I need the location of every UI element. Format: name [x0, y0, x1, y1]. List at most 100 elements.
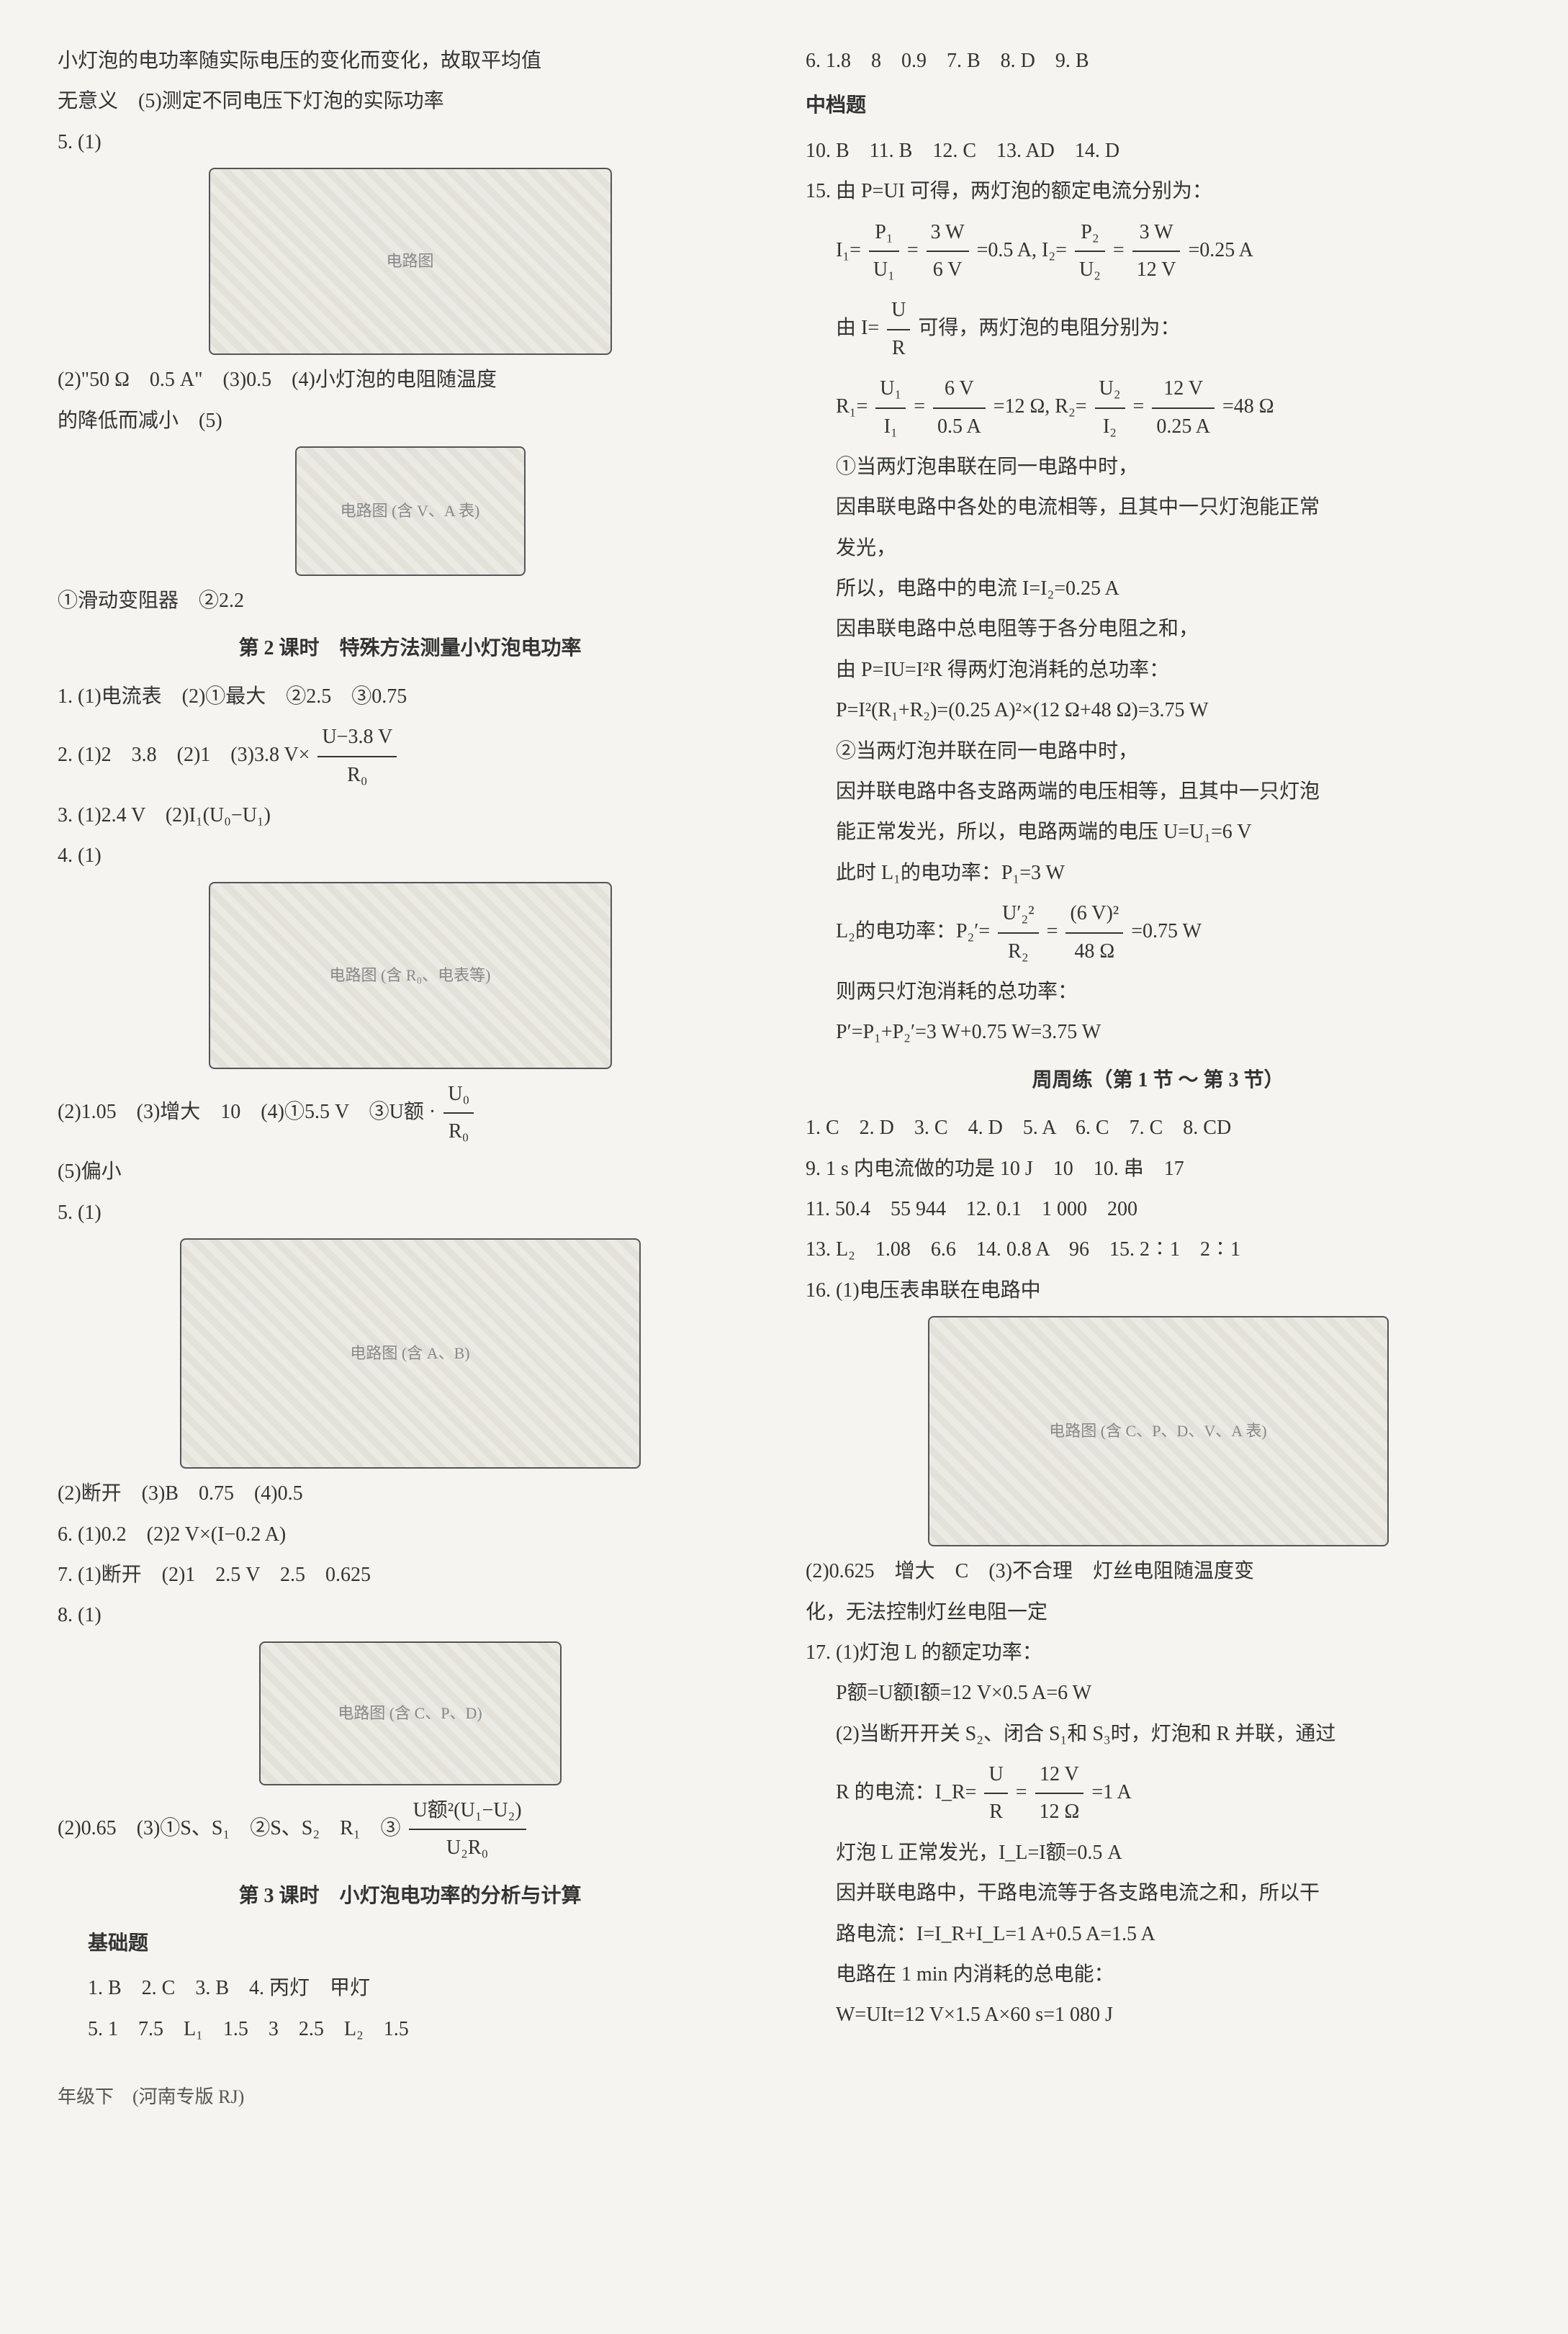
circuit-diagram: 电路图 (含 V、A 表): [295, 446, 526, 576]
text-run: =: [1047, 920, 1058, 942]
text-line: 13. L₂ 1.08 6.6 14. 0.8 A 96 15. 2∶1 2∶1: [806, 1232, 1510, 1268]
lesson-heading: 第 2 课时 特殊方法测量小灯泡电功率: [58, 631, 762, 667]
text-line: (5)偏小: [58, 1154, 762, 1190]
right-column: 6. 1.8 8 0.9 7. B 8. D 9. B 中档题 10. B 11…: [806, 43, 1510, 2052]
denominator: 12 Ω: [1035, 1794, 1084, 1830]
text-line: (2)0.65 (3)①S、S₁ ②S、S₂ R₁ ③ U额²(U₁−U₂) U…: [58, 1793, 762, 1867]
text-line: 1. (1)电流表 (2)①最大 ②2.5 ③0.75: [58, 679, 762, 715]
denominator: U₂: [1075, 252, 1105, 288]
text-line: 路电流：I=I_R+I_L=1 A+0.5 A=1.5 A: [806, 1916, 1510, 1952]
text-run: =48 Ω: [1222, 395, 1274, 418]
equation-line: R₁= U₁I₁ = 6 V0.5 A =12 Ω, R₂= U₂I₂ = 12…: [806, 371, 1510, 445]
fraction: U′₂²R₂: [998, 896, 1039, 970]
fraction: U₂I₂: [1095, 371, 1125, 445]
fraction: UR: [984, 1757, 1007, 1831]
fraction: 3 W12 V: [1132, 215, 1181, 289]
denominator: 12 V: [1132, 252, 1181, 288]
text-line: 15. 由 P=UI 可得，两灯泡的额定电流分别为：: [806, 174, 1510, 209]
text-run: R 的电流：I_R=: [836, 1781, 976, 1803]
fraction: 6 V0.5 A: [933, 371, 986, 445]
text-line: (2)断开 (3)B 0.75 (4)0.5: [58, 1476, 762, 1512]
text-line: 无意义 (5)测定不同电压下灯泡的实际功率: [58, 84, 762, 120]
text-line: 所以，电路中的电流 I=I₂=0.25 A: [806, 571, 1510, 607]
denominator: 48 Ω: [1065, 934, 1123, 970]
denominator: U₂R₀: [409, 1830, 526, 1866]
text-run: (2)1.05 (3)增大 10 (4)①5.5 V ③U额 ·: [58, 1101, 441, 1123]
fraction: 3 W6 V: [927, 215, 969, 289]
text-line: 因并联电路中，干路电流等于各支路电流之和，所以干: [806, 1875, 1510, 1911]
text-line: P=I²(R₁+R₂)=(0.25 A)²×(12 Ω+48 Ω)=3.75 W: [806, 693, 1510, 729]
denominator: 0.5 A: [933, 409, 986, 445]
text-line: (2)1.05 (3)增大 10 (4)①5.5 V ③U额 · U₀ R₀: [58, 1076, 762, 1150]
denominator: I₁: [875, 409, 906, 445]
numerator: U: [887, 292, 910, 330]
text-line: 8. (1): [58, 1598, 762, 1634]
denominator: R₂: [998, 934, 1039, 970]
text-run: =0.75 W: [1131, 920, 1202, 942]
text-line: 发光，: [806, 531, 1510, 567]
denominator: I₂: [1095, 409, 1125, 445]
diagram-label: 电路图 (含 C、P、D、V、A 表): [1049, 1417, 1267, 1446]
text-line: W=UIt=12 V×1.5 A×60 s=1 080 J: [806, 1997, 1510, 2033]
diagram-label: 电路图 (含 C、P、D): [338, 1699, 482, 1728]
diagram-label: 电路图 (含 V、A 表): [341, 497, 480, 526]
numerator: U′₂²: [998, 896, 1039, 933]
text-run: L₂的电功率：P₂′=: [836, 920, 990, 942]
text-run: =: [1016, 1781, 1027, 1803]
circuit-diagram: 电路图 (含 R₀、电表等): [209, 882, 612, 1069]
text-line: 7. (1)断开 (2)1 2.5 V 2.5 0.625: [58, 1557, 762, 1593]
text-line: 17. (1)灯泡 L 的额定功率：: [806, 1635, 1510, 1671]
lesson-heading: 第 3 课时 小灯泡电功率的分析与计算: [58, 1878, 762, 1914]
numerator: 3 W: [1132, 215, 1181, 252]
text-line: 1. B 2. C 3. B 4. 丙灯 甲灯: [58, 1970, 762, 2006]
section-heading: 中档题: [806, 88, 1510, 124]
circuit-diagram: 电路图 (含 C、P、D): [259, 1641, 562, 1785]
fraction: 12 V12 Ω: [1035, 1757, 1084, 1831]
text-run: =: [1133, 395, 1145, 418]
numerator: U₀: [443, 1076, 474, 1114]
fraction: UR: [887, 292, 910, 366]
text-run: 由 I=: [836, 317, 879, 339]
text-line: 16. (1)电压表串联在电路中: [806, 1273, 1510, 1309]
text-line: 1. C 2. D 3. C 4. D 5. A 6. C 7. C 8. CD: [806, 1110, 1510, 1146]
text-run: =1 A: [1091, 1781, 1131, 1803]
numerator: U₁: [875, 371, 906, 408]
text-run: I₁=: [836, 238, 861, 261]
fraction: U−3.8 V R₀: [317, 719, 397, 793]
text-line: (2)当断开开关 S₂、闭合 S₁和 S₃时，灯泡和 R 并联，通过: [806, 1716, 1510, 1752]
text-run: =: [1113, 238, 1125, 261]
text-run: 2. (1)2 3.8 (2)1 (3)3.8 V×: [58, 744, 310, 766]
fraction: P₁U₁: [869, 215, 899, 289]
equation-line: I₁= P₁U₁ = 3 W6 V =0.5 A, I₂= P₂U₂ = 3 W…: [806, 215, 1510, 289]
fraction: U₀ R₀: [443, 1076, 474, 1150]
denominator: 0.25 A: [1152, 409, 1215, 445]
text-run: 的降低而减小 (5): [58, 410, 222, 432]
numerator: U₂: [1095, 371, 1125, 408]
text-line: 9. 1 s 内电流做的功是 10 J 10 10. 串 17: [806, 1151, 1510, 1187]
text-line: 4. (1): [58, 838, 762, 874]
page-content: 小灯泡的电功率随实际电压的变化而变化，故取平均值 无意义 (5)测定不同电压下灯…: [58, 43, 1510, 2052]
denominator: R₀: [317, 757, 397, 793]
numerator: P₁: [869, 215, 899, 252]
equation-line: L₂的电功率：P₂′= U′₂²R₂ = (6 V)²48 Ω =0.75 W: [806, 896, 1510, 970]
denominator: 6 V: [927, 252, 969, 288]
text-line: 2. (1)2 3.8 (2)1 (3)3.8 V× U−3.8 V R₀: [58, 719, 762, 793]
fraction: U₁I₁: [875, 371, 906, 445]
numerator: U−3.8 V: [317, 719, 397, 757]
numerator: 12 V: [1035, 1757, 1084, 1794]
text-line: 由 P=IU=I²R 得两灯泡消耗的总功率：: [806, 652, 1510, 688]
text-line: (2)0.625 增大 C (3)不合理 灯丝电阻随温度变: [806, 1554, 1510, 1590]
text-line: 则两只灯泡消耗的总功率：: [806, 974, 1510, 1010]
text-run: 可得，两灯泡的电阻分别为：: [918, 317, 1180, 339]
left-column: 小灯泡的电功率随实际电压的变化而变化，故取平均值 无意义 (5)测定不同电压下灯…: [58, 43, 762, 2052]
diagram-label: 电路图 (含 R₀、电表等): [330, 961, 491, 990]
circuit-diagram: 电路图: [209, 168, 612, 355]
diagram-label: 电路图: [386, 247, 433, 276]
numerator: 6 V: [933, 371, 986, 408]
page-footer: 年级下 (河南专版 RJ): [58, 2081, 1510, 2114]
diagram-label: 电路图 (含 A、B): [350, 1339, 469, 1368]
denominator: R: [984, 1794, 1007, 1830]
text-line: 因串联电路中各处的电流相等，且其中一只灯泡能正常: [806, 490, 1510, 526]
text-line: 5. (1): [58, 125, 762, 161]
text-line: 能正常发光，所以，电路两端的电压 U=U₁=6 V: [806, 814, 1510, 850]
